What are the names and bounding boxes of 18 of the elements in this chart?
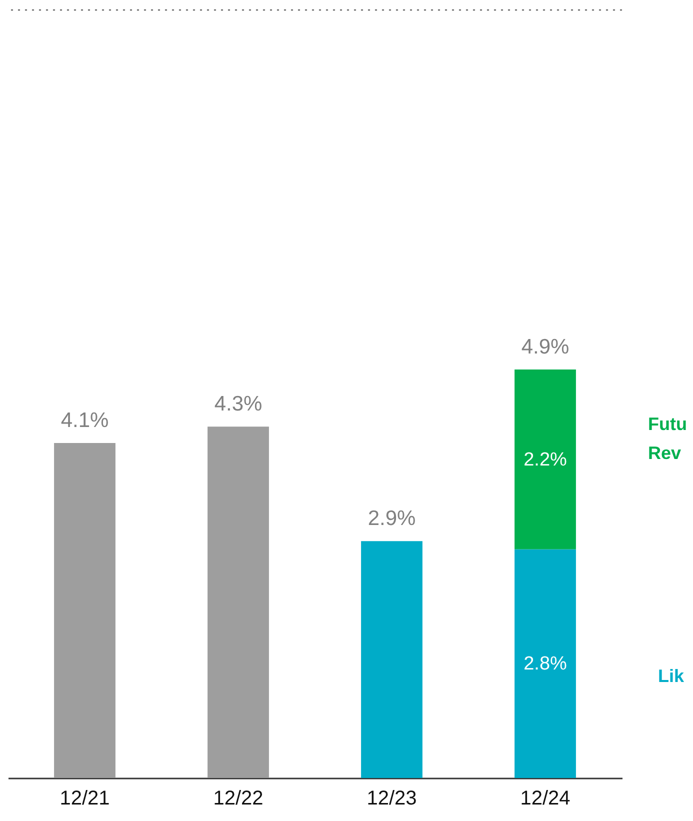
bar (514, 549, 576, 778)
text: Rev (648, 443, 682, 463)
total-label: 2.9% (368, 507, 416, 530)
data-label: 2.8% (524, 654, 568, 675)
x-tick-label: 12/24 (520, 788, 570, 810)
total-label: 4.3% (214, 392, 262, 416)
bar (514, 369, 576, 550)
bar (208, 426, 269, 778)
bar (361, 541, 422, 778)
text: Futu (648, 414, 687, 434)
x-tick-label: 12/23 (366, 788, 417, 810)
total-label: 4.9% (521, 335, 570, 358)
x-tick-label: 12/21 (60, 788, 110, 810)
total-label: 4.1% (60, 409, 109, 432)
data-label: 2.2% (524, 449, 568, 470)
x-tick-label: 12/22 (213, 788, 264, 810)
bar (54, 443, 116, 778)
text: Lik (658, 666, 685, 686)
